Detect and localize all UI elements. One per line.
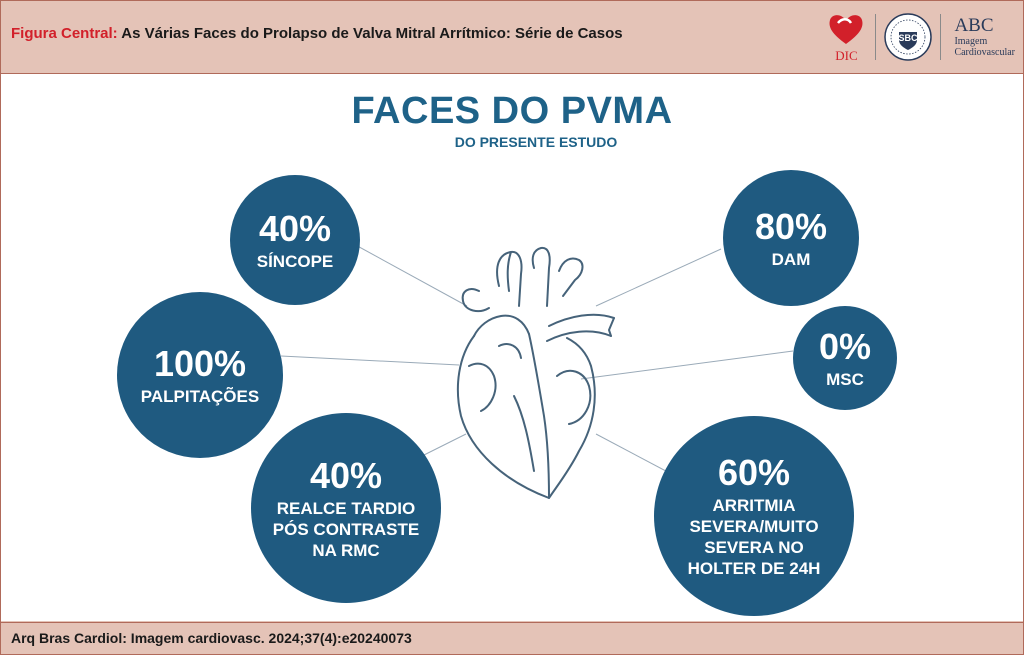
- stat-percent: 80%: [754, 205, 828, 247]
- sbc-seal: SBC: [883, 12, 933, 62]
- figure-title: Figura Central: As Várias Faces do Prola…: [11, 25, 623, 42]
- logo-divider: [875, 14, 877, 60]
- dic-logo-text: DIC: [835, 48, 858, 63]
- stat-label-line: SEVERA NO: [704, 538, 804, 557]
- stat-circle-dam: 80% DAM: [723, 170, 859, 306]
- stat-percent: 40%: [258, 207, 332, 249]
- abc-logo-sub2: Cardiovascular: [954, 47, 1015, 58]
- stat-label-line: REALCE TARDIO: [276, 498, 416, 518]
- logo-divider-2: [940, 14, 942, 60]
- citation: Arq Bras Cardiol: Imagem cardiovasc. 202…: [11, 630, 412, 646]
- stat-label-line: ARRITMIA: [712, 496, 796, 515]
- stat-label-line: HOLTER DE 24H: [687, 559, 821, 578]
- stat-circle-msc: 0% MSC: [793, 306, 897, 410]
- stat-percent: 40%: [309, 454, 383, 496]
- stat-label: DAM: [771, 249, 811, 269]
- stat-label-line: NA RMC: [312, 540, 380, 560]
- sbc-seal-text: SBC: [899, 33, 919, 43]
- stat-percent: 100%: [153, 342, 247, 384]
- footer-bar: Arq Bras Cardiol: Imagem cardiovasc. 202…: [1, 622, 1023, 655]
- abc-logo-sub1: Imagem: [954, 36, 988, 47]
- stat-circle-late-enhancement: 40% REALCE TARDIO PÓS CONTRASTE NA RMC: [251, 413, 441, 603]
- stat-percent: 60%: [717, 452, 791, 493]
- stat-circle-arrhythmia: 60% ARRITMIA SEVERA/MUITO SEVERA NO HOLT…: [654, 416, 854, 616]
- infographic-subtitle: DO PRESENTE ESTUDO: [454, 134, 618, 150]
- sbc-seal-icon: SBC: [884, 13, 933, 61]
- dic-logo: DIC: [824, 8, 868, 66]
- stat-label-lines: REALCE TARDIO PÓS CONTRASTE NA RMC: [273, 498, 419, 561]
- stat-percent: 0%: [818, 325, 872, 367]
- stat-circle-palpitations: 100% PALPITAÇÕES: [117, 292, 283, 458]
- figure-title-prefix: Figura Central:: [11, 25, 118, 42]
- abc-logo: ABC Imagem Cardiovascular: [954, 15, 1015, 59]
- stat-label: SÍNCOPE: [256, 251, 334, 271]
- stat-circle-syncope: 40% SÍNCOPE: [230, 175, 360, 305]
- heart-outline-icon: [456, 246, 615, 499]
- infographic-title: FACES DO PVMA: [351, 90, 673, 132]
- stat-label: MSC: [826, 369, 864, 389]
- stat-label-line: PÓS CONTRASTE: [272, 519, 420, 539]
- stat-label-lines: ARRITMIA SEVERA/MUITO SEVERA NO HOLTER D…: [688, 495, 821, 579]
- abc-logo-main: ABC: [954, 15, 994, 36]
- figure-title-text: As Várias Faces do Prolapso de Valva Mit…: [117, 25, 623, 42]
- header-bar: Figura Central: As Várias Faces do Prola…: [1, 1, 1023, 74]
- stat-label: PALPITAÇÕES: [140, 386, 260, 406]
- infographic-panel: FACES DO PVMA DO PRESENTE ESTUDO 40% SÍN…: [1, 74, 1023, 621]
- stat-label-line: SEVERA/MUITO: [689, 517, 819, 536]
- heart-logo-icon: [829, 15, 863, 44]
- logo-group: DIC SBC ABC Imagem Cardiovascular: [824, 7, 1015, 67]
